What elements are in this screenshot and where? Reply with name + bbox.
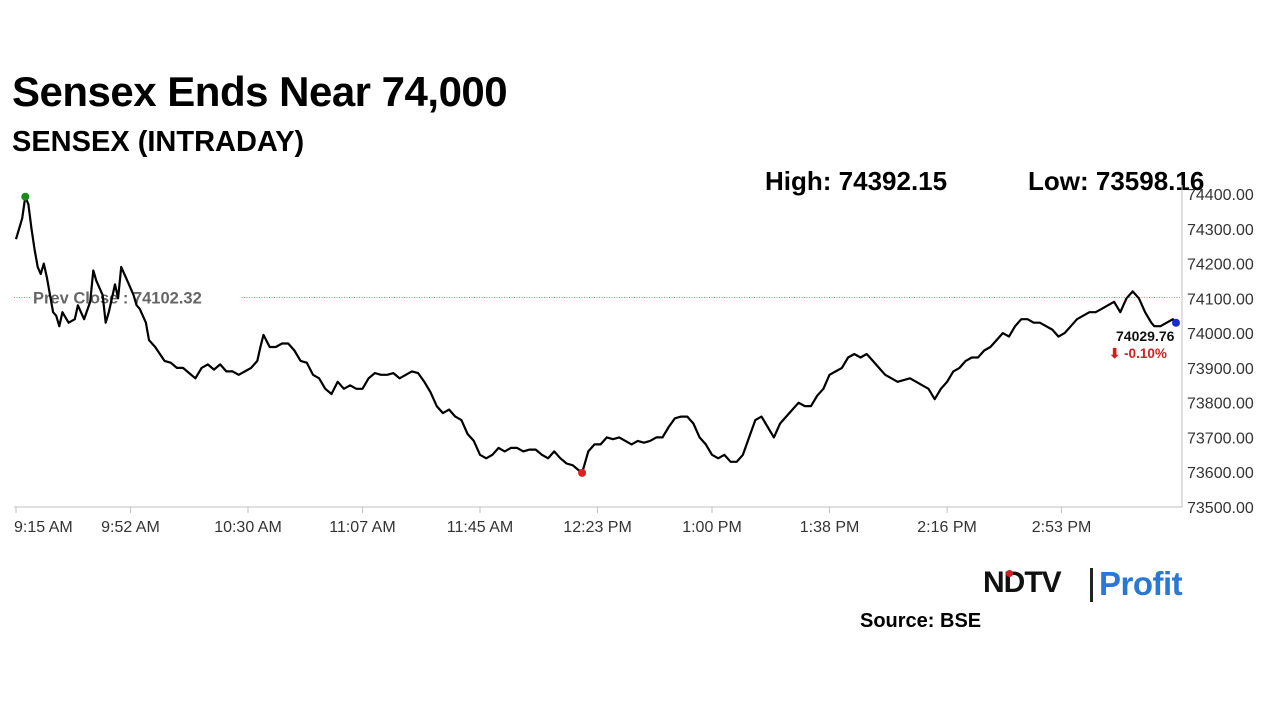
y-tick-label: 73600.00 [1187, 465, 1254, 482]
low-marker [578, 468, 587, 477]
x-tick-label: 10:30 AM [214, 519, 282, 536]
x-tick-label: 2:53 PM [1032, 519, 1092, 536]
low-label: Low: 73598.16 [1028, 166, 1205, 196]
high-label: High: 74392.15 [765, 166, 948, 196]
y-tick-label: 74100.00 [1187, 291, 1254, 308]
x-tick-label: 1:38 PM [800, 519, 860, 536]
x-tick-label: 11:45 AM [447, 519, 513, 536]
source-label: Source: BSE [860, 610, 982, 632]
y-axis-ticks: 74400.00 74300.00 74200.00 74100.00 74000.00… [1187, 187, 1254, 517]
y-tick-label: 74400.00 [1187, 187, 1254, 204]
y-tick-label: 74000.00 [1187, 326, 1254, 343]
x-tick-label: 12:23 PM [563, 519, 631, 536]
high-marker [21, 192, 30, 201]
x-tick-label: 2:16 PM [917, 519, 977, 536]
last-value-marker [1172, 318, 1180, 327]
last-value-label: 74029.76 [1116, 328, 1175, 344]
change-label: ⬇ -0.10% [1109, 346, 1167, 361]
y-tick-label: 73500.00 [1187, 500, 1254, 517]
headline: Sensex Ends Near 74,000 [12, 68, 508, 115]
x-tick-label: 11:07 AM [329, 519, 395, 536]
y-tick-label: 73700.00 [1187, 430, 1254, 447]
x-axis-ticks: 9:15 AM 9:52 AM 10:30 AM 11:07 AM 11:45 AM 12… [14, 507, 1091, 536]
x-tick-label: 1:00 PM [682, 519, 742, 536]
ndtv-profit-logo: NDTV Profit [983, 565, 1203, 606]
logo-red-dot [1006, 570, 1013, 577]
logo-divider [1090, 568, 1093, 602]
x-tick-label: 9:52 AM [101, 519, 160, 536]
y-tick-label: 73900.00 [1187, 361, 1254, 378]
chart-title: SENSEX (INTRADAY) [12, 126, 305, 158]
y-tick-label: 74300.00 [1187, 222, 1254, 239]
x-tick-label: 9:15 AM [14, 519, 73, 536]
y-tick-label: 74200.00 [1187, 257, 1254, 274]
sensex-series-line [14, 195, 1177, 474]
logo-ndtv-text: NDTV [983, 566, 1062, 599]
y-tick-label: 73800.00 [1187, 396, 1254, 413]
logo-profit-text: Profit [1099, 565, 1183, 602]
